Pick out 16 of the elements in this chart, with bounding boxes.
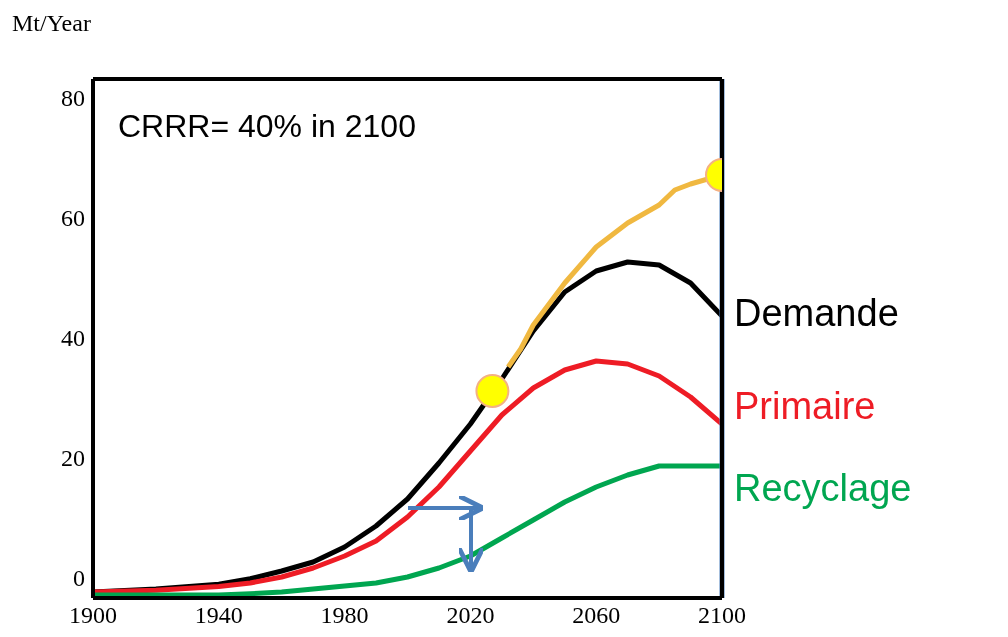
x-tick-label: 1940	[194, 602, 243, 629]
y-tick-label: 60	[61, 204, 85, 231]
y-tick-label: 20	[61, 444, 85, 471]
x-tick-label: 1980	[320, 602, 369, 629]
y-tick-label: 80	[61, 84, 85, 111]
series-label: Recyclage	[734, 467, 912, 510]
series-label: Demande	[734, 292, 899, 335]
y-tick-label: 0	[73, 564, 85, 591]
x-tick-label: 2100	[698, 602, 746, 629]
x-tick-label: 2020	[446, 602, 495, 629]
y-tick-label: 40	[61, 324, 85, 351]
annotation: CRRR= 40% in 2100	[118, 108, 416, 145]
x-tick-label: 1900	[69, 602, 117, 629]
y-axis-title: Mt/Year	[12, 10, 91, 37]
x-tick-label: 2060	[572, 602, 621, 629]
series-label: Primaire	[734, 385, 876, 428]
